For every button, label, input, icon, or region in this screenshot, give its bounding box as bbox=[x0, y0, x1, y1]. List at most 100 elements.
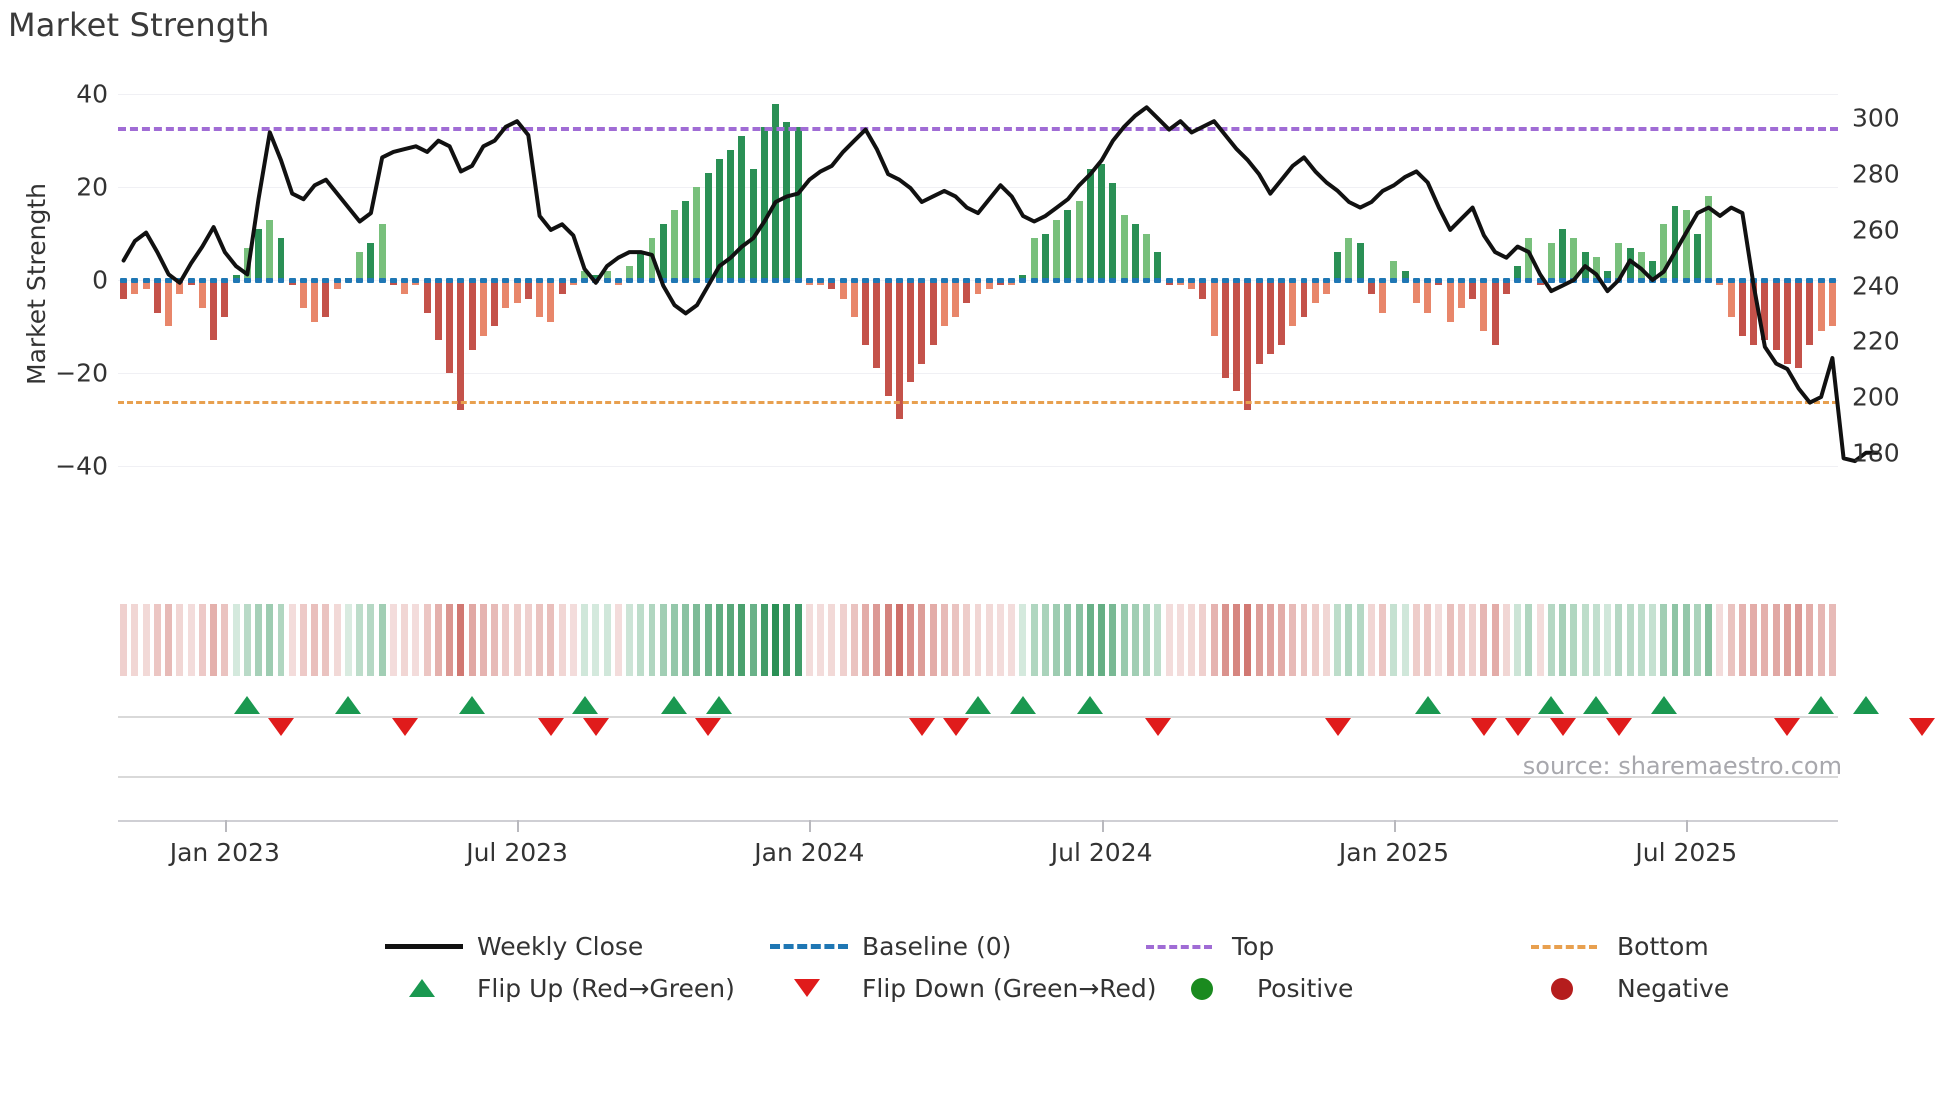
legend-item-flip-up[interactable]: Flip Up (Red→Green) bbox=[385, 967, 735, 1009]
heatmap-cell bbox=[817, 604, 825, 676]
baseline-segment bbox=[1379, 278, 1387, 283]
baseline-segment bbox=[715, 278, 723, 283]
baseline-segment bbox=[648, 278, 656, 283]
heatmap-cell bbox=[1649, 604, 1656, 676]
solid-line-icon bbox=[385, 944, 463, 949]
heatmap-cell bbox=[356, 604, 364, 676]
legend-item-weekly-close[interactable]: Weekly Close bbox=[385, 925, 643, 967]
legend-item-bottom[interactable]: Bottom bbox=[1525, 925, 1709, 967]
flip-down-marker bbox=[1144, 718, 1171, 736]
heatmap-cell bbox=[255, 604, 262, 676]
baseline-segment bbox=[1086, 278, 1094, 283]
baseline-segment bbox=[974, 278, 982, 283]
legend-item-negative[interactable]: Negative bbox=[1525, 967, 1729, 1009]
x-axis-tick bbox=[1393, 820, 1396, 832]
baseline-segment bbox=[356, 278, 364, 283]
baseline-segment bbox=[120, 278, 128, 283]
strength-bar bbox=[1075, 201, 1083, 280]
baseline-segment bbox=[1514, 278, 1522, 283]
baseline-segment bbox=[468, 278, 476, 283]
heatmap-cell bbox=[1255, 604, 1263, 676]
x-axis-tick-label: Jan 2025 bbox=[1338, 838, 1449, 867]
flip-up-marker bbox=[661, 696, 688, 714]
legend-item-baseline[interactable]: Baseline (0) bbox=[770, 925, 1011, 967]
legend-item-positive[interactable]: Positive bbox=[1165, 967, 1353, 1009]
baseline-segment bbox=[1604, 278, 1612, 283]
flip-up-marker bbox=[234, 696, 261, 714]
baseline-segment bbox=[524, 278, 532, 283]
heatmap-cell bbox=[367, 604, 375, 676]
baseline-segment bbox=[817, 278, 825, 283]
strength-bar bbox=[693, 187, 701, 280]
baseline-segment bbox=[783, 278, 791, 283]
gridline bbox=[118, 465, 1838, 467]
heatmap-cell bbox=[1064, 604, 1072, 676]
heatmap-cell bbox=[120, 604, 128, 676]
strength-bar bbox=[1199, 280, 1207, 299]
heatmap-cell bbox=[1379, 604, 1387, 676]
heatmap-cell bbox=[907, 604, 915, 676]
legend-item-flip-down[interactable]: Flip Down (Green→Red) bbox=[770, 967, 1157, 1009]
heatmap-cell bbox=[1210, 604, 1218, 676]
strength-bar bbox=[974, 280, 982, 294]
strength-bar bbox=[1323, 280, 1330, 294]
circle-icon bbox=[1191, 978, 1213, 1000]
y-axis-right-tick: 260 bbox=[1852, 215, 1900, 245]
legend-label: Bottom bbox=[1617, 931, 1709, 961]
baseline-segment bbox=[1626, 278, 1634, 283]
baseline-segment bbox=[637, 278, 645, 283]
strength-bar bbox=[322, 280, 330, 318]
baseline-segment bbox=[1502, 278, 1510, 283]
strength-bar bbox=[1761, 280, 1769, 341]
heatmap-cell bbox=[1131, 604, 1139, 676]
flip-up-marker bbox=[571, 696, 598, 714]
baseline-segment bbox=[1300, 278, 1308, 283]
strength-bar bbox=[907, 280, 915, 383]
strength-bar bbox=[1210, 280, 1218, 336]
baseline-segment bbox=[479, 278, 487, 283]
baseline-segment bbox=[614, 278, 622, 283]
baseline-segment bbox=[907, 278, 915, 283]
heatmap-cell bbox=[1547, 604, 1555, 676]
heatmap-cell bbox=[1311, 604, 1319, 676]
heatmap-cell bbox=[1626, 604, 1634, 676]
baseline-segment bbox=[772, 278, 780, 283]
baseline-segment bbox=[255, 278, 262, 283]
baseline-segment bbox=[1233, 278, 1241, 283]
heatmap-cell bbox=[1795, 604, 1803, 676]
legend-label: Negative bbox=[1617, 973, 1730, 1003]
y-axis-right-tick: 180 bbox=[1852, 438, 1900, 468]
baseline-segment bbox=[1772, 278, 1780, 283]
legend-swatch bbox=[770, 934, 848, 958]
heatmap-cell bbox=[344, 604, 352, 676]
y-axis-right-tick: 200 bbox=[1852, 382, 1900, 412]
heatmap-cell bbox=[131, 604, 139, 676]
baseline-segment bbox=[1165, 278, 1173, 283]
baseline-segment bbox=[153, 278, 161, 283]
heatmap-cell bbox=[772, 604, 780, 676]
baseline-segment bbox=[873, 278, 881, 283]
baseline-segment bbox=[862, 278, 870, 283]
strength-bar bbox=[1502, 280, 1510, 294]
gridline bbox=[118, 372, 1838, 374]
heatmap-cell bbox=[1592, 604, 1600, 676]
strength-bar bbox=[985, 280, 993, 290]
x-axis-tick-label: Jul 2024 bbox=[1050, 838, 1153, 867]
flip-up-marker bbox=[1808, 696, 1835, 714]
heatmap-cell bbox=[1019, 604, 1027, 676]
heatmap-cell bbox=[1412, 604, 1420, 676]
legend-label: Flip Down (Green→Red) bbox=[862, 973, 1157, 1003]
y-axis-right-tick: 240 bbox=[1852, 271, 1900, 301]
legend-item-top[interactable]: Top bbox=[1140, 925, 1274, 967]
heatmap-cell bbox=[760, 604, 768, 676]
legend-label: Baseline (0) bbox=[862, 931, 1012, 961]
heatmap-cell bbox=[1502, 604, 1510, 676]
strength-bar bbox=[749, 168, 757, 280]
baseline-segment bbox=[727, 278, 735, 283]
heatmap-cell bbox=[1075, 604, 1083, 676]
strength-bar bbox=[1278, 280, 1285, 345]
flip-down-marker bbox=[537, 718, 564, 736]
flip-up-marker bbox=[1538, 696, 1565, 714]
baseline-segment bbox=[322, 278, 330, 283]
strength-bar bbox=[682, 201, 690, 280]
